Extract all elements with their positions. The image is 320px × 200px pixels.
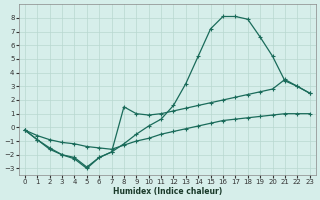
X-axis label: Humidex (Indice chaleur): Humidex (Indice chaleur) [113,187,222,196]
